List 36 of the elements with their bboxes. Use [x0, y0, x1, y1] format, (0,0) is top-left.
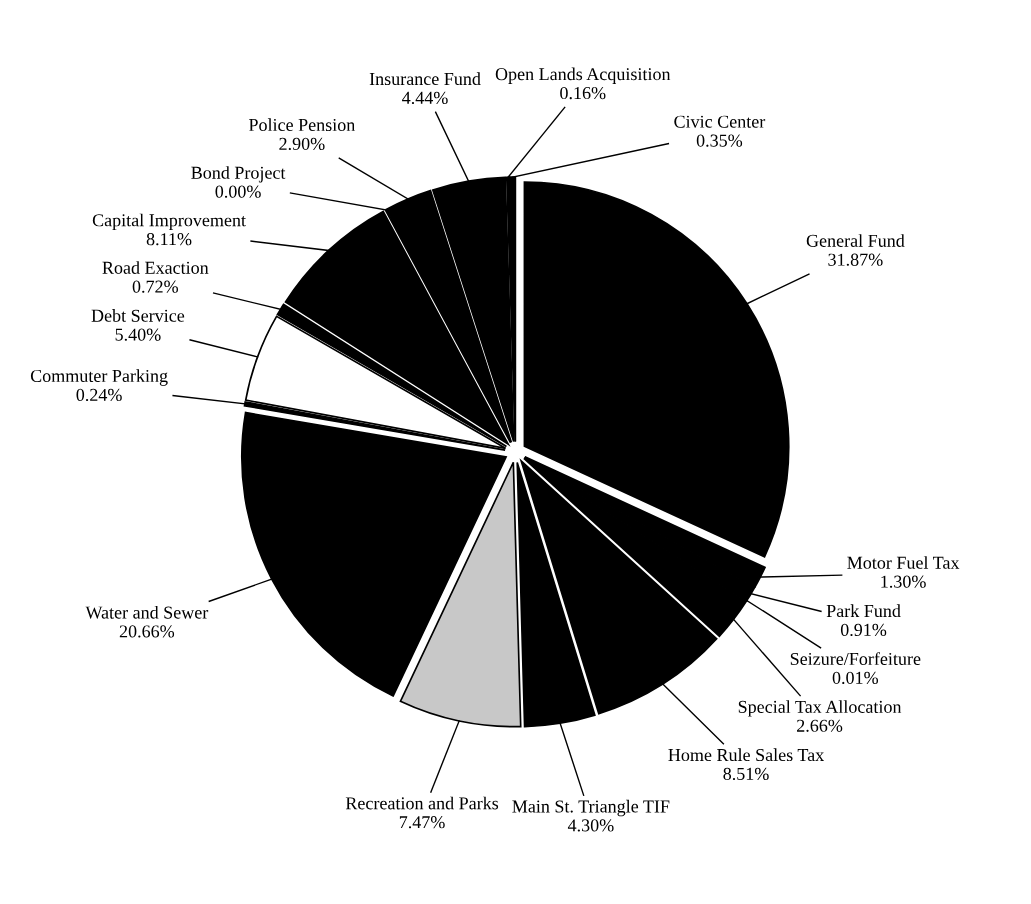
slice-label: Debt Service: [91, 309, 185, 322]
slice-label: Road Exaction: [102, 261, 209, 274]
slice-label: Recreation and Parks: [345, 796, 499, 810]
data-label: 0.01%: [832, 671, 879, 684]
slice-label: General Fund: [806, 234, 905, 247]
slice-label: Seizure/Forfeiture: [790, 652, 921, 666]
slice-label: Civic Center: [674, 115, 766, 128]
slice-label: Commuter Parking: [30, 369, 168, 386]
data-label: 7.47%: [399, 816, 445, 829]
text: 0.00%: [215, 185, 261, 198]
slice-label: Water and Sewer: [85, 605, 209, 619]
data-label: 31.87%: [828, 253, 883, 266]
slice-label: Special Tax Allocation: [738, 700, 902, 717]
data-label: 0.72%: [132, 280, 179, 293]
data-label: 4.44%: [402, 91, 448, 105]
slice-label: Insurance Fund: [369, 72, 481, 86]
data-label: 1.30%: [881, 575, 926, 588]
data-label: 20.66%: [119, 625, 175, 638]
category-label: Bond Project: [191, 166, 286, 183]
slice-label: Open Lands Acquisition: [495, 67, 671, 84]
slice-label: Capital Improvement: [92, 213, 246, 231]
data-label: 4.30%: [567, 819, 614, 832]
data-label: 0.35%: [696, 134, 743, 147]
data-label: 0.24%: [76, 388, 122, 402]
data-label: 2.90%: [279, 137, 325, 151]
data-label: 0.16%: [560, 86, 606, 100]
data-label: 2.66%: [797, 719, 843, 732]
slice-label: Home Rule Sales Tax: [668, 748, 824, 762]
data-label: 5.40%: [115, 328, 161, 341]
slice-label: Motor Fuel Tax: [847, 556, 960, 569]
slice-label: Main St. Triangle TIF: [512, 799, 670, 817]
data-label: 0.91%: [840, 623, 887, 637]
slice-label: Police Pension: [248, 118, 356, 132]
data-label: 8.11%: [146, 233, 192, 246]
slice-label: Park Fund: [826, 604, 901, 618]
data-label: 8.51%: [723, 767, 769, 781]
